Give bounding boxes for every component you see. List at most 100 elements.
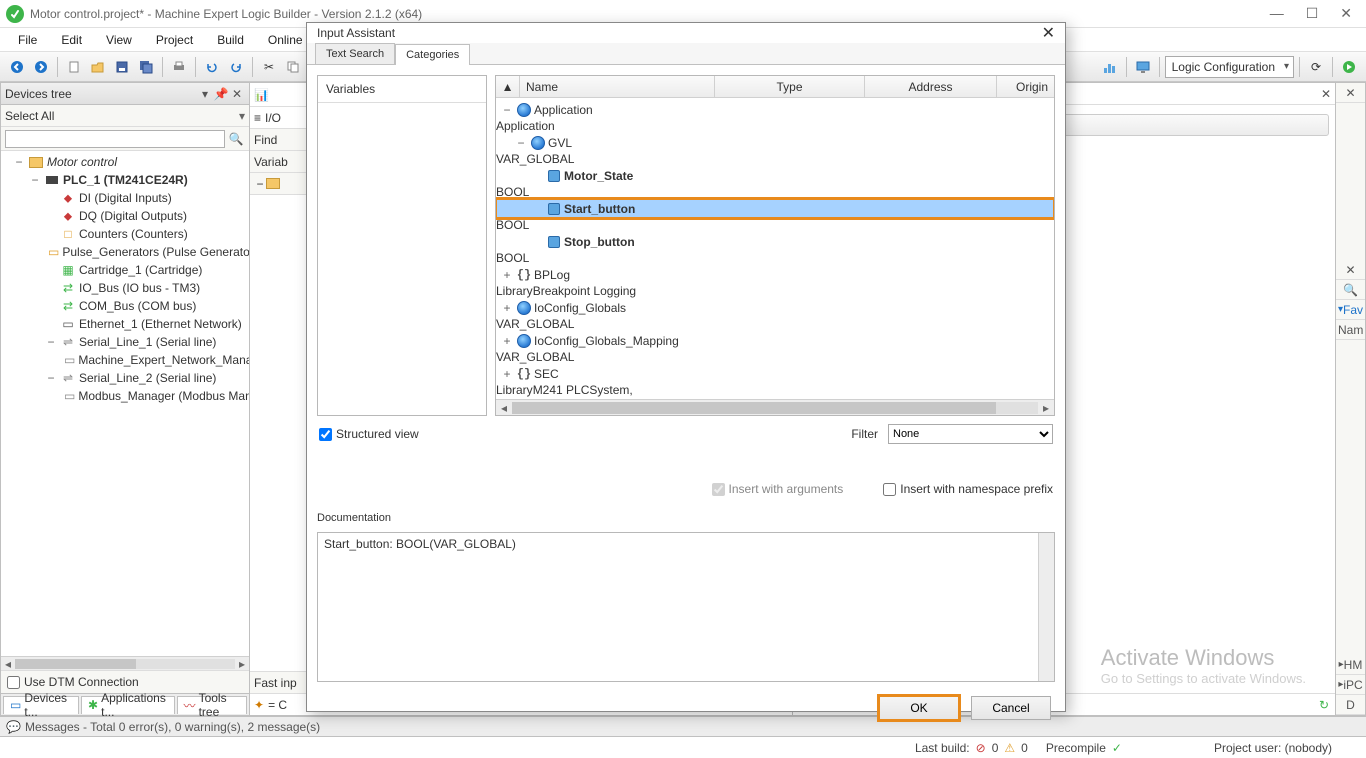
fast-label: Fast inp xyxy=(254,676,297,690)
panel-dropdown-icon[interactable]: ▾ xyxy=(197,87,213,101)
saveall-icon[interactable] xyxy=(135,56,157,78)
insert-args-checkbox: Insert with arguments xyxy=(712,482,844,496)
col-address[interactable]: Address xyxy=(865,76,997,97)
msg-icon: 💬 xyxy=(6,720,21,734)
tab-tools[interactable]: 〰Tools tree xyxy=(177,696,247,714)
grid-row[interactable]: Stop_button xyxy=(496,232,1054,251)
filter-select[interactable]: None xyxy=(888,424,1053,444)
tree-plc[interactable]: PLC_1 (TM241CE24R) xyxy=(63,173,188,187)
tree-item[interactable]: DQ (Digital Outputs) xyxy=(79,209,187,223)
grid-hscroll[interactable]: ◂▸ xyxy=(496,399,1054,415)
insert-ns-checkbox[interactable]: Insert with namespace prefix xyxy=(883,482,1053,496)
tree-hscroll[interactable]: ◂ ▸ xyxy=(1,656,249,670)
doc-vscroll[interactable] xyxy=(1038,533,1054,681)
save-icon[interactable] xyxy=(111,56,133,78)
left-tabstrip: ▭Devices t... ✱Applications t... 〰Tools … xyxy=(1,693,249,715)
tree-item[interactable]: DI (Digital Inputs) xyxy=(79,191,172,205)
grid-row[interactable]: +{}SEC xyxy=(496,364,1054,383)
col-sort-icon[interactable]: ▲ xyxy=(496,76,520,97)
panel-close-icon[interactable]: ✕ xyxy=(229,87,245,101)
cut-icon[interactable]: ✂ xyxy=(258,56,280,78)
var-icon xyxy=(546,168,562,184)
tab-applications[interactable]: ✱Applications t... xyxy=(81,696,175,714)
dialog-tabs: Text Search Categories xyxy=(307,43,1065,65)
filter-label: Filter xyxy=(851,427,878,441)
grid-row[interactable]: −GVL xyxy=(496,133,1054,152)
tree-item[interactable]: Cartridge_1 (Cartridge) xyxy=(79,263,202,277)
tree-item[interactable]: IO_Bus (IO bus - TM3) xyxy=(79,281,200,295)
app-icon xyxy=(6,5,24,23)
categories-list[interactable]: Variables xyxy=(317,75,487,416)
dialog-title: Input Assistant xyxy=(317,26,395,40)
search-icon[interactable]: 🔍 xyxy=(227,130,245,148)
right-close-2[interactable]: ✕ xyxy=(1336,260,1365,280)
dialog-close-icon[interactable]: ✕ xyxy=(1042,23,1055,43)
grid-row[interactable]: −Application xyxy=(496,100,1054,119)
menu-project[interactable]: Project xyxy=(144,29,205,51)
open-icon[interactable] xyxy=(87,56,109,78)
minimize-icon[interactable]: — xyxy=(1270,5,1284,22)
grid-body[interactable]: −ApplicationApplication−GVLVAR_GLOBALMot… xyxy=(496,98,1054,399)
monitor-icon[interactable] xyxy=(1132,56,1154,78)
status-bar: Last build: ⊘0 ⚠0 Precompile ✓ Project u… xyxy=(0,736,1366,758)
grid-row[interactable]: +IoConfig_Globals xyxy=(496,298,1054,317)
copy-icon[interactable] xyxy=(282,56,304,78)
print-icon[interactable] xyxy=(168,56,190,78)
chevron-down-icon: ▾ xyxy=(239,109,245,123)
right-search-icon[interactable]: 🔍 xyxy=(1336,280,1365,300)
grid-row[interactable]: Motor_State xyxy=(496,166,1054,185)
config-combo[interactable]: Logic Configuration xyxy=(1165,56,1294,78)
tab-categories[interactable]: Categories xyxy=(395,44,470,65)
refresh-icon[interactable]: ⟳ xyxy=(1305,56,1327,78)
structured-view-checkbox[interactable]: Structured view xyxy=(319,427,419,441)
devices-search-input[interactable] xyxy=(5,130,225,148)
close-icon[interactable]: ✕ xyxy=(1340,5,1352,22)
redo-icon[interactable] xyxy=(225,56,247,78)
chart-icon[interactable] xyxy=(1099,56,1121,78)
tree-item[interactable]: COM_Bus (COM bus) xyxy=(79,299,196,313)
tree-item[interactable]: Counters (Counters) xyxy=(79,227,188,241)
menu-file[interactable]: File xyxy=(6,29,49,51)
grid-row[interactable]: Start_button xyxy=(496,199,1054,218)
tree-item[interactable]: Pulse_Generators (Pulse Generators) xyxy=(62,245,249,259)
globe-icon xyxy=(516,300,532,316)
tab-devices[interactable]: ▭Devices t... xyxy=(3,696,79,714)
col-type[interactable]: Type xyxy=(715,76,865,97)
doc-close-icon[interactable]: ✕ xyxy=(1321,87,1331,101)
run-icon[interactable] xyxy=(1338,56,1360,78)
nav-back-icon[interactable] xyxy=(6,56,28,78)
window-controls: — ☐ ✕ xyxy=(1270,5,1360,22)
devices-tree[interactable]: −Motor control −PLC_1 (TM241CE24R) ⬥DI (… xyxy=(1,151,249,656)
var-icon xyxy=(546,201,562,217)
right-sidebar: ✕ ✕ 🔍 ▾Fav Nam ▸HM ▸iPC D xyxy=(1336,82,1366,716)
col-name[interactable]: Name xyxy=(520,76,715,97)
tree-serial1-child[interactable]: Machine_Expert_Network_Manager xyxy=(78,353,249,367)
tree-item[interactable]: Ethernet_1 (Ethernet Network) xyxy=(79,317,242,331)
new-icon[interactable] xyxy=(63,56,85,78)
tree-serial1[interactable]: Serial_Line_1 (Serial line) xyxy=(79,335,216,349)
menu-view[interactable]: View xyxy=(94,29,144,51)
undo-icon[interactable] xyxy=(201,56,223,78)
maximize-icon[interactable]: ☐ xyxy=(1306,5,1319,22)
use-dtm-checkbox[interactable]: Use DTM Connection xyxy=(7,675,243,689)
categories-item-variables[interactable]: Variables xyxy=(318,76,486,103)
tab-text-search[interactable]: Text Search xyxy=(315,43,395,64)
check-icon: ✓ xyxy=(1112,741,1122,755)
dialog-titlebar: Input Assistant ✕ xyxy=(307,23,1065,43)
nav-fwd-icon[interactable] xyxy=(30,56,52,78)
grid-row[interactable]: +IoConfig_Globals_Mapping xyxy=(496,331,1054,350)
center-tab-label[interactable]: I/O xyxy=(265,111,281,125)
menu-build[interactable]: Build xyxy=(205,29,256,51)
input-assistant-dialog: Input Assistant ✕ Text Search Categories… xyxy=(306,22,1066,712)
ok-button[interactable]: OK xyxy=(879,696,959,720)
col-origin[interactable]: Origin xyxy=(997,76,1054,97)
tree-serial2-child[interactable]: Modbus_Manager (Modbus Manager) xyxy=(78,389,249,403)
tree-root[interactable]: Motor control xyxy=(47,155,117,169)
grid-row[interactable]: +{}BPLog xyxy=(496,265,1054,284)
cancel-button[interactable]: Cancel xyxy=(971,696,1051,720)
panel-pin-icon[interactable]: 📌 xyxy=(213,87,229,101)
right-close-1[interactable]: ✕ xyxy=(1336,83,1365,103)
tree-serial2[interactable]: Serial_Line_2 (Serial line) xyxy=(79,371,216,385)
select-all-row[interactable]: Select All ▾ xyxy=(1,105,249,127)
menu-edit[interactable]: Edit xyxy=(49,29,94,51)
